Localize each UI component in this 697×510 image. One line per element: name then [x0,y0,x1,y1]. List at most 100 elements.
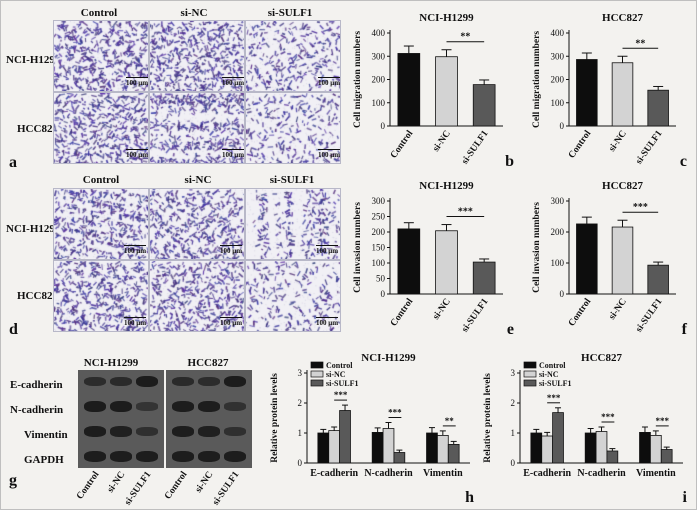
y-axis-label: Cell migration numbers [532,31,542,128]
blot-label-vimentin: Vimentin [24,429,68,441]
blot-lane-label: si-SULF1 [123,470,153,508]
scale-bar: 100 μm [126,149,149,159]
y-tick-label: 300 [372,196,386,206]
y-tick-label: 200 [372,75,386,85]
micrograph [245,92,341,164]
blot-band [172,425,194,438]
blot-band [136,402,158,411]
scale-bar: 100 μm [126,77,149,87]
bar [397,228,421,295]
blot-band [110,450,132,463]
legend-label: Control [326,361,353,370]
blot-band [224,427,246,436]
micrograph [149,260,245,332]
y-tick-label: 2 [511,398,516,408]
significance-label: ** [445,416,455,426]
col-header-si-sulf1: si-SULF1 [269,174,315,186]
significance-label: *** [458,207,473,218]
chart-title: HCC827 [581,352,622,364]
chart-title: NCI-H1299 [419,180,474,192]
blot-band [110,400,132,413]
blot-band [110,376,132,387]
x-tick-label: si-NC [607,297,629,322]
y-tick-label: 3 [298,368,303,378]
bar [382,428,395,464]
bar [397,53,421,127]
significance-label: ** [635,38,645,49]
y-tick-label: 200 [551,75,565,85]
x-tick-label: si-NC [431,297,453,322]
micrograph [53,188,149,260]
chart-i-protein-hcc827: HCC827 Relative protein levels 0 1 2 3 E-cadhe… [483,352,688,506]
y-tick-label: 3 [511,368,516,378]
bar [447,444,460,464]
legend-swatch [310,361,324,369]
col-header-control: Control [82,174,120,186]
y-tick-label: 400 [372,28,386,38]
panel-letter: i [683,489,688,506]
blot-band [84,400,106,413]
y-tick-label: 200 [372,227,386,237]
scale-bar: 100 μm [124,317,147,327]
bar [339,410,351,464]
bar [393,452,406,464]
legend-swatch [310,370,324,378]
blot-band [110,425,132,438]
x-tick-label: si-SULF1 [634,129,664,167]
bar [611,226,634,295]
panel-letter-g: g [9,472,17,489]
x-tick-label: Vimentin [636,468,676,479]
y-tick-label: 100 [372,98,386,108]
significance-label: ** [460,32,470,43]
significance-label: *** [547,393,561,403]
x-tick-label: Control [389,129,415,161]
x-tick-label: Vimentin [423,468,463,479]
blot-band [136,427,158,436]
x-tick-label: si-SULF1 [634,297,664,335]
bar [436,435,449,464]
significance-label: *** [656,416,670,426]
bar [435,230,458,295]
blot-lane-label: si-SULF1 [211,470,241,508]
micrograph [149,92,245,164]
micrograph [149,188,245,260]
bar [639,432,651,464]
scale-bar: 100 μm [318,149,341,159]
bar [647,89,669,127]
blot-group-nci-h1299: NCI-H1299 [83,357,139,369]
panel-letter: f [682,321,688,338]
col-header-si-nc: si-NC [180,7,208,19]
bar [371,432,384,464]
bar [584,432,597,464]
bar [576,223,598,295]
y-tick-label: 100 [372,258,386,268]
bar [552,412,564,464]
legend-swatch [523,379,537,387]
row-label-hcc827: HCC827 [17,290,58,302]
significance-label: *** [601,412,615,422]
legend-label: si-NC [326,370,346,379]
y-tick-label: 0 [560,289,565,299]
x-tick-label: E-cadherin [523,468,571,479]
x-tick-label: si-SULF1 [460,297,490,335]
chart-f-invasion-hcc827: HCC827 Cell invasion numbers 0 100 200 300 Con… [532,180,688,338]
col-header-si-nc: si-NC [184,174,212,186]
y-axis-label: Cell invasion numbers [353,202,363,293]
y-axis-label: Relative protein levels [270,373,280,463]
panel-letter: h [465,489,474,506]
chart-title: NCI-H1299 [419,12,474,24]
col-header-si-sulf1: si-SULF1 [267,7,313,19]
y-axis-label: Cell migration numbers [353,31,363,128]
blot-band [198,376,220,387]
blot-band [84,450,106,463]
x-tick-label: E-cadherin [310,468,358,479]
panel-letter-d: d [9,321,18,338]
y-tick-label: 100 [551,258,565,268]
y-tick-label: 300 [551,51,565,61]
blot-band [198,425,220,438]
y-tick-label: 300 [372,51,386,61]
y-tick-label: 300 [551,196,565,206]
bar [530,432,543,464]
blot-band [198,400,220,413]
